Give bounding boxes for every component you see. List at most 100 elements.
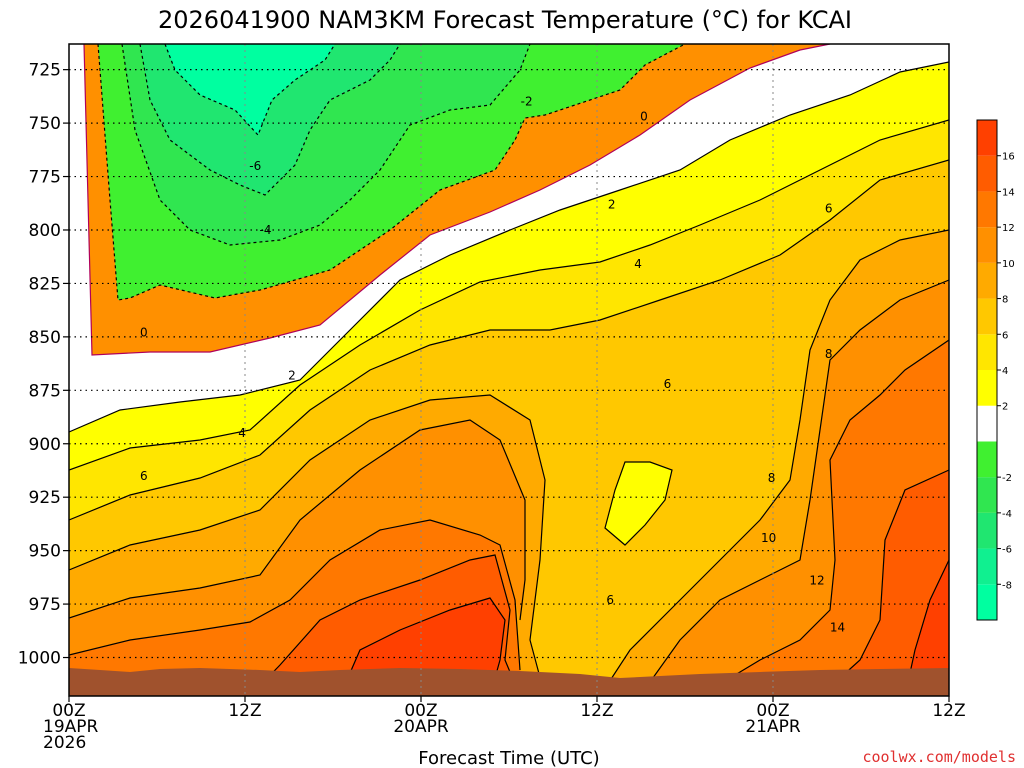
contour-label: -4 — [260, 223, 272, 237]
chart-title: 2026041900 NAM3KM Forecast Temperature (… — [158, 6, 852, 34]
x-tick-label: 12Z — [580, 701, 613, 721]
band-10-12-right — [640, 280, 949, 696]
contour-label: 0 — [140, 326, 148, 340]
band-8-10-right — [600, 230, 949, 696]
credit-text: coolwx.com/models — [862, 748, 1016, 766]
contour-label: 2 — [608, 197, 616, 211]
y-tick-label: 900 — [29, 435, 61, 455]
isotherm-10 — [69, 279, 949, 696]
temperature-bands — [69, 44, 949, 696]
band-16-18-right — [905, 560, 949, 696]
x-tick-label: 21APR — [745, 717, 801, 737]
colorbar-tick-label: 6 — [1002, 330, 1008, 341]
plot-frame — [68, 43, 950, 697]
contour-label: 6 — [140, 469, 148, 483]
contour-label: 4 — [238, 426, 246, 440]
colorbar-tick-label: 12 — [1002, 223, 1015, 234]
colorbar-tick-label: -2 — [1002, 473, 1012, 484]
contour-label: -2 — [521, 95, 533, 109]
y-tick-label: 775 — [29, 168, 61, 188]
isotherm-8 — [69, 229, 949, 696]
x-tick-label: 00Z — [52, 701, 85, 721]
x-tick-label: 00Z — [756, 701, 789, 721]
y-tick-label: 925 — [29, 488, 61, 508]
colorbar-tick-label: 10 — [1002, 259, 1015, 270]
x-tick-label: 12Z — [228, 701, 261, 721]
colorbar: -8 -6 -4 -2 2 4 6 8 10 12 14 16 — [976, 119, 1015, 621]
colorbar-segment — [977, 441, 997, 478]
colorbar-tick-label: -6 — [1002, 545, 1012, 556]
band-neg8-neg6 — [165, 44, 335, 135]
x-tick-label: 20APR — [393, 717, 449, 737]
colorbar-tick-label: 16 — [1002, 152, 1015, 163]
colorbar-tick-label: 2 — [1002, 402, 1008, 413]
colorbar-segment — [977, 405, 997, 442]
ground-fill — [69, 668, 949, 696]
contour-label: 12 — [809, 574, 824, 588]
x-axis-label: Forecast Time (UTC) — [418, 748, 599, 768]
isotherm-14 — [249, 469, 949, 696]
grid — [69, 44, 949, 696]
contour-labels: -6 -4 -2 0 0 2 2 4 4 6 6 6 6 8 8 10 12 14 — [140, 95, 845, 635]
colorbar-segment — [977, 120, 997, 156]
colorbar-tick-label: -4 — [1002, 509, 1012, 520]
y-tick-label: 725 — [29, 61, 61, 81]
x-tick-label: 00Z — [404, 701, 437, 721]
contour-label: 2 — [288, 368, 296, 382]
contour-label: 0 — [640, 110, 648, 124]
colorbar-segment — [977, 512, 997, 549]
contour-label: 6 — [606, 593, 614, 607]
y-tick-label: 875 — [29, 381, 61, 401]
isotherm-2-pocket — [604, 461, 673, 546]
contour-label: 10 — [761, 531, 776, 545]
y-tick-label: 850 — [29, 328, 61, 348]
colorbar-segment — [977, 227, 997, 263]
isotherm-0 — [83, 44, 831, 356]
colorbar-segment — [977, 155, 997, 192]
contour-label: 6 — [664, 377, 672, 391]
contour-label: 6 — [825, 202, 833, 216]
isotherm-6 — [69, 159, 949, 521]
colorbar-tick-label: -8 — [1002, 580, 1012, 591]
isotherm-4 — [69, 119, 949, 471]
isotherm-neg4 — [121, 44, 531, 246]
y-tick-label: 750 — [29, 114, 61, 134]
y-tick-label: 950 — [29, 542, 61, 562]
x-tick-label: 2026 — [43, 733, 86, 753]
y-axis-pressure: 725 750 775 800 825 850 875 900 925 950 975 1000 — [18, 61, 69, 669]
x-tick-label: 12Z — [932, 701, 965, 721]
contour-label: 4 — [634, 257, 642, 271]
y-tick-label: 975 — [29, 595, 61, 615]
colorbar-tick-label: 14 — [1002, 187, 1015, 198]
band-10-12 — [69, 420, 525, 655]
colorbar-segment — [977, 584, 997, 620]
y-tick-label: 1000 — [18, 649, 61, 669]
band-14-16-right — [820, 470, 949, 696]
colorbar-segment — [977, 548, 997, 585]
contour-label: 14 — [830, 621, 845, 635]
isotherm-12 — [69, 339, 949, 696]
band-4-6 — [69, 120, 949, 520]
colorbar-tick-label: 8 — [1002, 295, 1008, 306]
ground-surface — [69, 668, 949, 696]
band-2-4 — [69, 62, 949, 470]
band-6-8 — [69, 160, 949, 696]
x-tick-label: 19APR — [43, 717, 99, 737]
band-0-2 — [69, 44, 949, 432]
colorbar-tick-label: 4 — [1002, 366, 1008, 377]
contour-label: 8 — [768, 471, 776, 485]
contour-label: 8 — [825, 347, 833, 361]
contour-label: -6 — [249, 159, 261, 173]
isotherm-neg6 — [139, 44, 401, 196]
colorbar-segment — [977, 477, 997, 513]
colorbar-segment — [977, 298, 997, 335]
y-tick-label: 825 — [29, 274, 61, 294]
y-tick-label: 800 — [29, 221, 61, 241]
colorbar-segment — [977, 370, 997, 406]
band-2-4-pocket — [605, 462, 672, 545]
colorbar-segment — [977, 334, 997, 370]
isotherm-neg2 — [97, 44, 686, 301]
colorbar-segment — [977, 191, 997, 228]
